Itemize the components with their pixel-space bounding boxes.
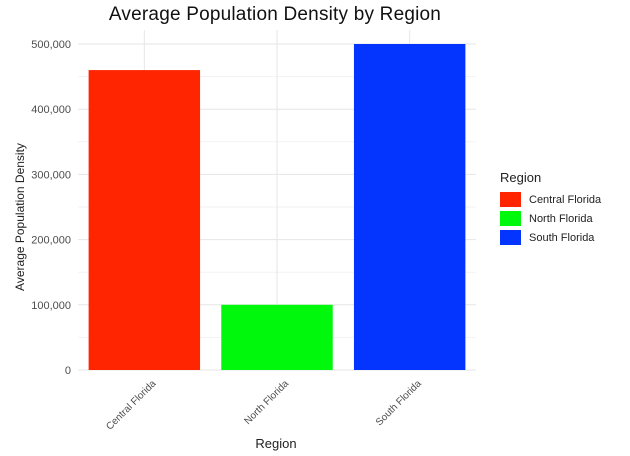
x-tick-label: Central Florida bbox=[104, 378, 158, 432]
bar-south-florida bbox=[353, 44, 466, 370]
legend-item: Central Florida bbox=[500, 191, 601, 208]
legend-label: North Florida bbox=[529, 212, 593, 225]
y-tick-label: 0 bbox=[65, 365, 71, 377]
legend-items: Central Florida North Florida South Florid… bbox=[500, 191, 601, 246]
y-tick-label: 300,000 bbox=[31, 169, 71, 181]
chart-title: Average Population Density by Region bbox=[108, 4, 442, 25]
legend: Region Central Florida North Florida South… bbox=[500, 170, 601, 248]
legend-title: Region bbox=[500, 170, 542, 185]
bar-central-florida bbox=[88, 70, 201, 370]
x-tick-label: North Florida bbox=[242, 378, 291, 427]
y-tick-label: 400,000 bbox=[31, 104, 71, 116]
legend-item: North Florida bbox=[500, 210, 601, 227]
legend-swatch bbox=[500, 192, 521, 207]
legend-label: South Florida bbox=[529, 231, 595, 244]
legend-swatch bbox=[500, 230, 521, 245]
legend-item: South Florida bbox=[500, 229, 601, 246]
y-tick-label: 500,000 bbox=[31, 39, 71, 51]
legend-label: Central Florida bbox=[529, 193, 602, 206]
legend-swatch bbox=[500, 211, 521, 226]
bar-north-florida bbox=[221, 304, 333, 370]
x-axis-label: Region bbox=[255, 436, 297, 451]
y-tick-label: 100,000 bbox=[31, 300, 71, 312]
x-tick-label: South Florida bbox=[374, 378, 424, 428]
y-tick-label: 200,000 bbox=[31, 235, 71, 247]
